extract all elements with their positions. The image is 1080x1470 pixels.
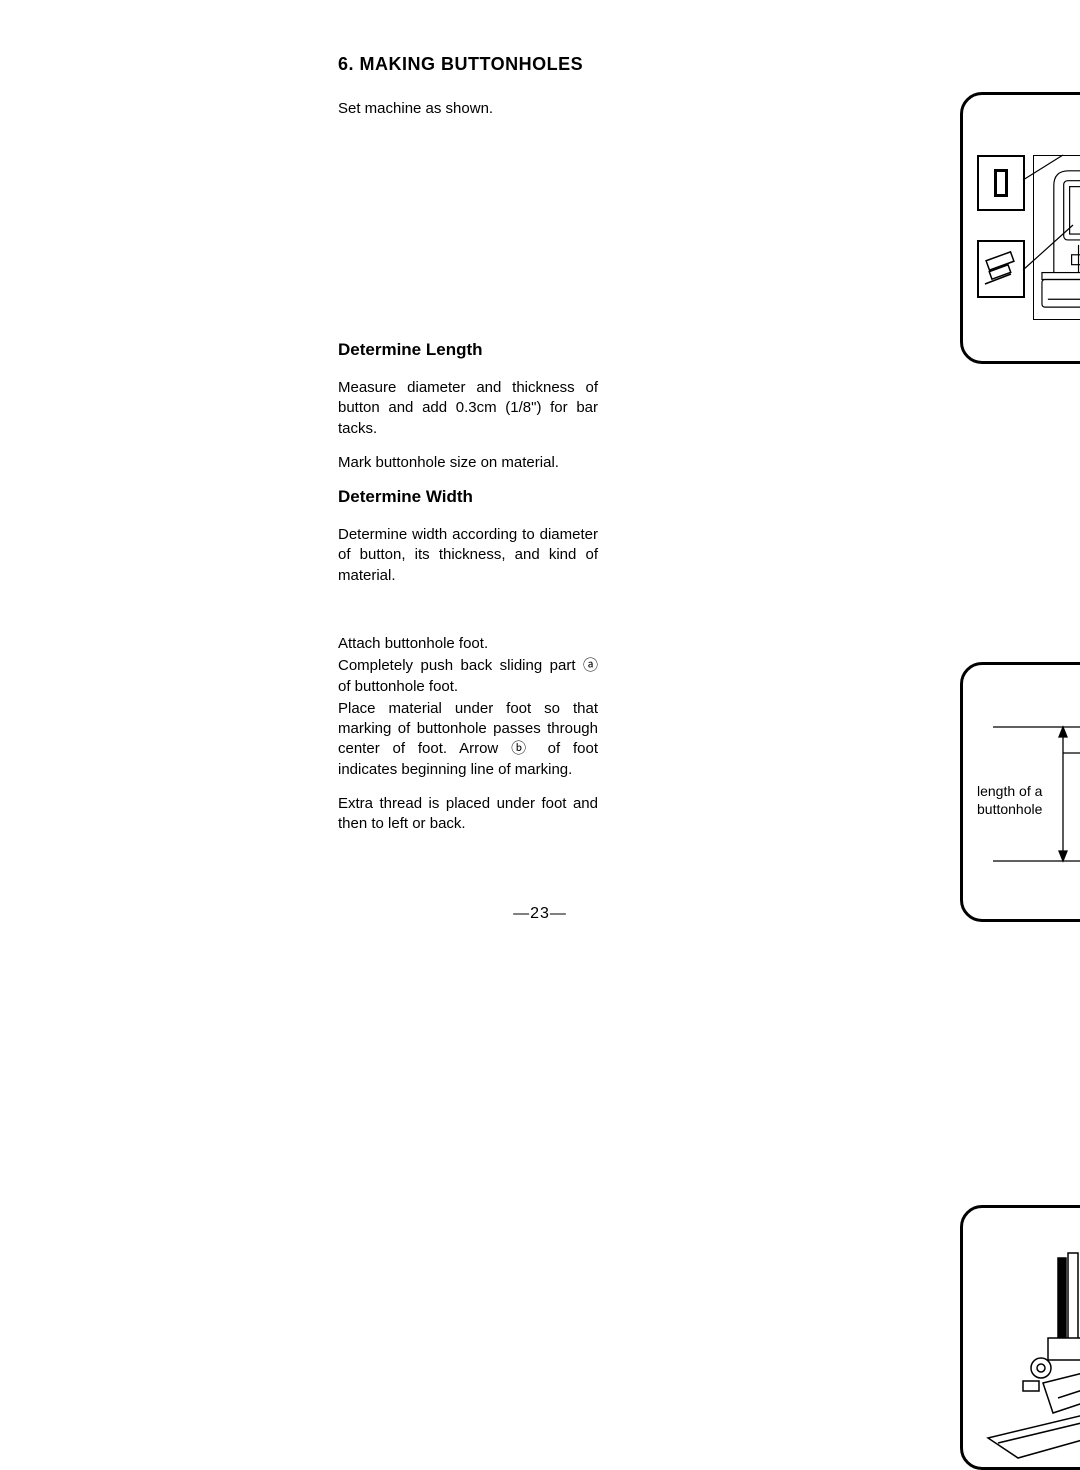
presser-foot-icon bbox=[977, 240, 1025, 298]
figure-buttonhole-foot: marking bbox=[960, 1205, 1080, 1470]
attach-p3: Place material under foot so that markin… bbox=[338, 699, 598, 780]
section-title: 6. MAKING BUTTONHOLES bbox=[338, 54, 598, 75]
determine-width-title: Determine Width bbox=[338, 487, 598, 507]
determine-width-p1: Determine width according to diameter of… bbox=[338, 525, 598, 586]
attach-p4: Extra thread is placed under foot and th… bbox=[338, 794, 598, 835]
attach-p2: Completely push back sliding part ⓐ of b… bbox=[338, 656, 598, 697]
page-number: —23— bbox=[0, 905, 1080, 923]
fig2-length-label: length of a buttonhole bbox=[977, 783, 1042, 818]
attach-p1: Attach buttonhole foot. bbox=[338, 634, 598, 654]
determine-length-p1: Measure diameter and thickness of button… bbox=[338, 378, 598, 439]
determine-length-p2: Mark buttonhole size on material. bbox=[338, 453, 598, 473]
sewing-machine-sketch bbox=[1033, 155, 1080, 320]
section-heading-block: 6. MAKING BUTTONHOLES Set machine as sho… bbox=[338, 54, 598, 133]
attach-block: Attach buttonhole foot. Completely push … bbox=[338, 634, 598, 848]
intro-text: Set machine as shown. bbox=[338, 99, 598, 119]
figure-machine-settings: 0.25~1 3~5 ▲▲▲ bbox=[960, 92, 1080, 364]
stitch-selector-icon bbox=[977, 155, 1025, 211]
determine-length-block: Determine Length Measure diameter and th… bbox=[338, 340, 598, 600]
figure-button-measurement: marking 0.3cm(1/8") length of a buttonho… bbox=[960, 662, 1080, 922]
foot-perspective-sketch bbox=[973, 1243, 1080, 1463]
manual-page: 6. MAKING BUTTONHOLES Set machine as sho… bbox=[0, 0, 1080, 1397]
determine-length-title: Determine Length bbox=[338, 340, 598, 360]
